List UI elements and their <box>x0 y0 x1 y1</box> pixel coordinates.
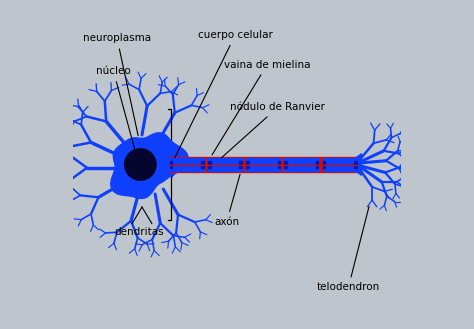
Polygon shape <box>170 152 172 177</box>
Circle shape <box>125 149 156 180</box>
Text: núcleo: núcleo <box>96 66 137 155</box>
Polygon shape <box>111 133 188 198</box>
Polygon shape <box>356 154 362 175</box>
Text: nódulo de Ranvier: nódulo de Ranvier <box>208 102 325 170</box>
Text: neuroplasma: neuroplasma <box>83 34 151 136</box>
Text: axón: axón <box>214 174 240 227</box>
Text: cuerpo celular: cuerpo celular <box>173 30 273 162</box>
Text: telodendron: telodendron <box>317 207 380 292</box>
Text: vaina de mielina: vaina de mielina <box>212 60 310 155</box>
Text: dendritas: dendritas <box>114 227 164 237</box>
